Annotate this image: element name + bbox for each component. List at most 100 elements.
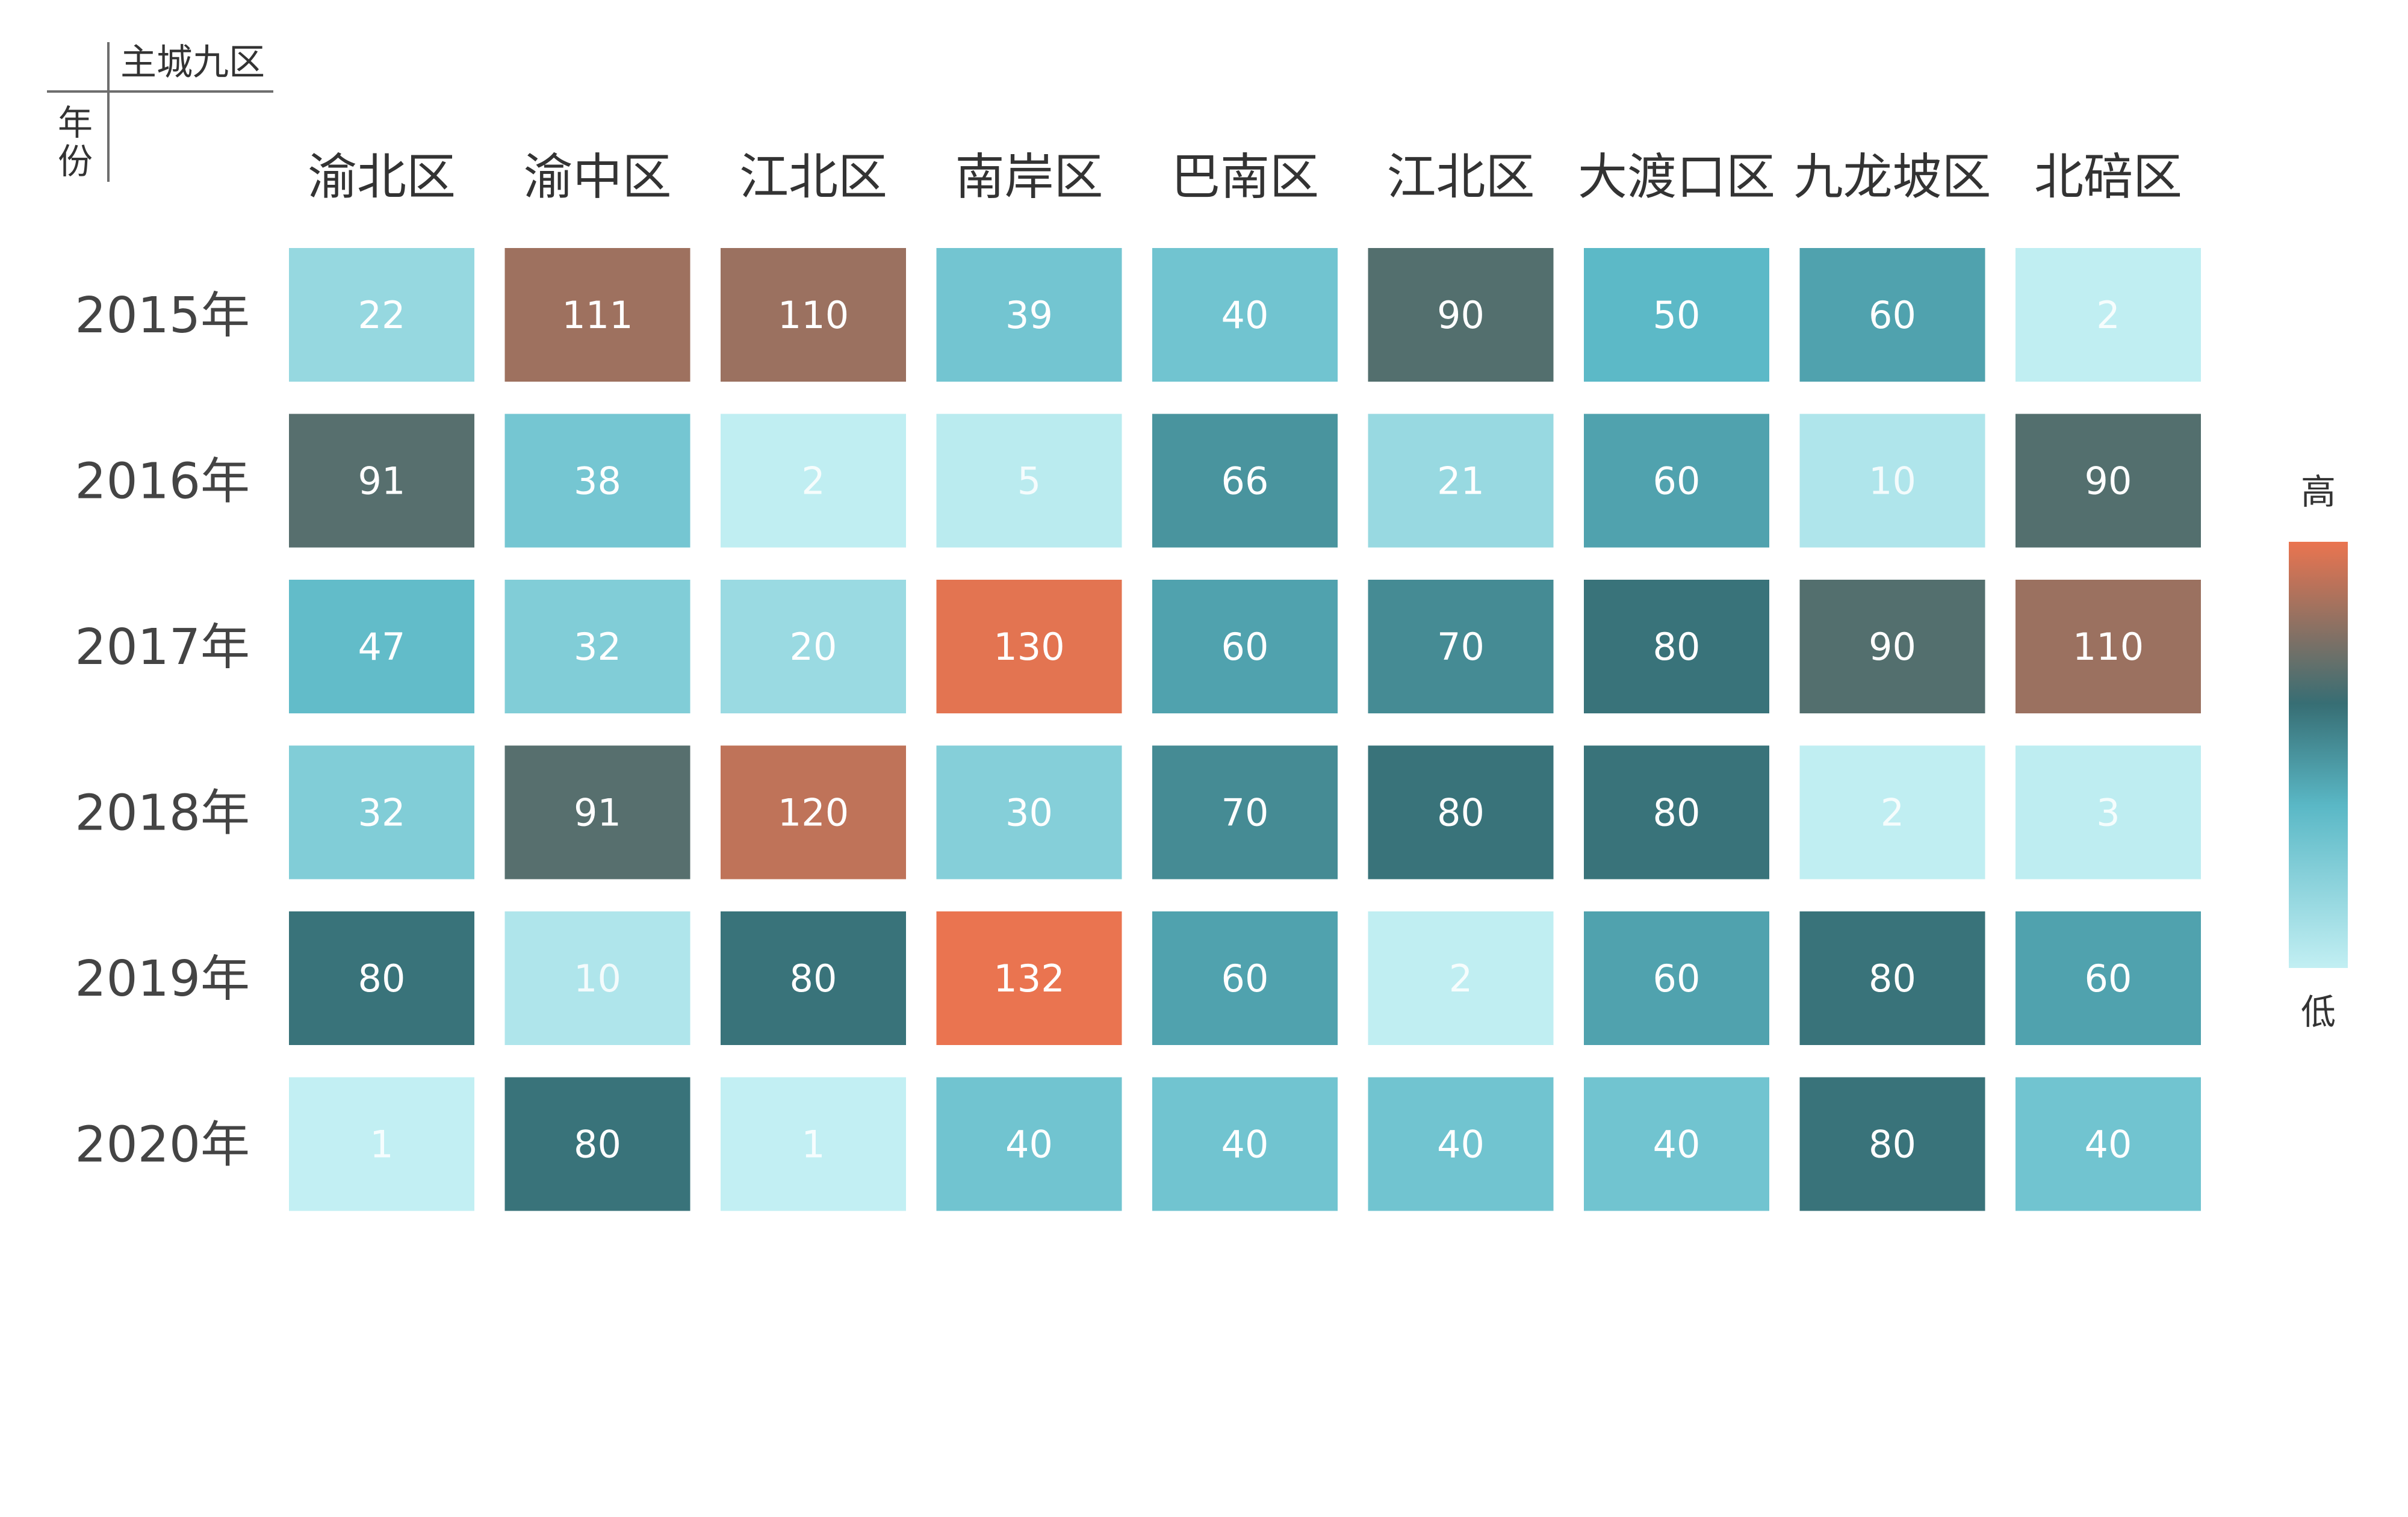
- cell-value-label: 1: [801, 1123, 825, 1167]
- cell-value-label: 60: [1653, 957, 1701, 1000]
- cell-value-label: 10: [1869, 459, 1916, 503]
- column-label: 江北区: [739, 149, 887, 206]
- column-label: 巴南区: [1171, 149, 1319, 206]
- heatmap-plot: 渝北区 渝中区 江北区 南岸区 巴南区 江北区 大渡口区 九龙坡区 北碚区2015年2016年2…: [75, 149, 2201, 1211]
- cell-value-label: 80: [1869, 1123, 1916, 1167]
- heatmap-cell: [289, 414, 474, 548]
- heatmap-cell: [1368, 745, 1554, 879]
- cell-value-label: 10: [574, 957, 621, 1000]
- cell-value-label: 80: [574, 1123, 621, 1167]
- cell-value-label: 2: [2096, 293, 2120, 337]
- row-label: 2017年: [75, 619, 250, 676]
- heatmap-cell: [1799, 414, 1985, 548]
- corner-horizontal-line: [47, 90, 273, 93]
- heatmap-cell: [1584, 414, 1769, 548]
- heatmap-cell: [721, 1077, 906, 1211]
- heatmap-cell: [1584, 911, 1769, 1045]
- row-header-label: 年份: [57, 102, 93, 182]
- heatmap-cell: [1152, 911, 1338, 1045]
- cell-value-label: 90: [1869, 625, 1916, 669]
- cell-value-label: 80: [1653, 625, 1701, 669]
- cell-value-label: 40: [1221, 1123, 1269, 1167]
- cell-value-label: 60: [1221, 625, 1269, 669]
- column-label: 大渡口区: [1578, 149, 1775, 206]
- heatmap-cell: [1368, 414, 1554, 548]
- heatmap-cell: [504, 580, 690, 713]
- heatmap-cell: [289, 911, 474, 1045]
- column-label: 北碚区: [2034, 149, 2182, 206]
- cell-value-label: 32: [358, 791, 406, 835]
- cell-value-label: 39: [1005, 293, 1053, 337]
- cell-value-label: 2: [1881, 791, 1904, 835]
- heatmap-cell: [721, 745, 906, 879]
- heatmap-cell: [504, 1077, 690, 1211]
- cell-value-label: 22: [358, 293, 406, 337]
- heatmap-cell: [289, 248, 474, 382]
- cell-value-label: 21: [1437, 459, 1485, 503]
- cell-value-label: 80: [790, 957, 837, 1000]
- cell-value-label: 111: [562, 293, 633, 337]
- cell-value-label: 40: [1005, 1123, 1053, 1167]
- heatmap-cell: [1152, 248, 1338, 382]
- column-header-label: 主城九区: [120, 42, 265, 84]
- heatmap-cell: [289, 580, 474, 713]
- heatmap-cell: [2015, 1077, 2201, 1211]
- cell-value-label: 110: [2073, 625, 2144, 669]
- heatmap-cell: [721, 248, 906, 382]
- cell-value-label: 38: [574, 459, 621, 503]
- cell-value-label: 80: [358, 957, 406, 1000]
- cell-value-label: 40: [1221, 293, 1269, 337]
- heatmap-cell: [1584, 745, 1769, 879]
- cell-value-label: 60: [2085, 957, 2132, 1000]
- heatmap-cell: [289, 745, 474, 879]
- column-label: 渝中区: [523, 149, 671, 206]
- cell-value-label: 40: [2085, 1123, 2132, 1167]
- cell-value-label: 32: [574, 625, 621, 669]
- cell-value-label: 80: [1653, 791, 1701, 835]
- heatmap-cell: [1584, 580, 1769, 713]
- column-label: 九龙坡区: [1793, 149, 1991, 206]
- cell-value-label: 2: [1449, 957, 1472, 1000]
- heatmap-cell: [504, 414, 690, 548]
- cell-value-label: 91: [358, 459, 406, 503]
- row-label: 2018年: [75, 785, 250, 842]
- cell-value-label: 132: [993, 957, 1064, 1000]
- cell-value-label: 60: [1653, 459, 1701, 503]
- heatmap-cell: [936, 414, 1122, 548]
- row-label: 2016年: [75, 453, 250, 510]
- heatmap-cell: [936, 1077, 1122, 1211]
- heatmap-cell: [2015, 580, 2201, 713]
- column-label: 南岸区: [955, 149, 1103, 206]
- cell-value-label: 70: [1437, 625, 1485, 669]
- cell-value-label: 66: [1221, 459, 1269, 503]
- cell-value-label: 80: [1437, 791, 1485, 835]
- cell-value-label: 120: [778, 791, 849, 835]
- row-label: 2019年: [75, 951, 250, 1008]
- column-label: 江北区: [1386, 149, 1534, 206]
- heatmap-cell: [2015, 745, 2201, 879]
- cell-value-label: 60: [1869, 293, 1916, 337]
- legend-color-bar: [2289, 542, 2348, 968]
- cell-value-label: 90: [1437, 293, 1485, 337]
- heatmap-cell: [504, 745, 690, 879]
- heatmap-cell: [1799, 911, 1985, 1045]
- cell-value-label: 70: [1221, 791, 1269, 835]
- cell-value-label: 1: [370, 1123, 393, 1167]
- heatmap-cell: [1368, 580, 1554, 713]
- cell-value-label: 60: [1221, 957, 1269, 1000]
- row-label: 2015年: [75, 287, 250, 344]
- row-label: 2020年: [75, 1117, 250, 1174]
- heatmap-cell: [1152, 580, 1338, 713]
- heatmap-cell: [1152, 745, 1338, 879]
- heatmap-cell: [504, 248, 690, 382]
- heatmap-cell: [936, 745, 1122, 879]
- heatmap-cell: [721, 414, 906, 548]
- cell-value-label: 20: [790, 625, 837, 669]
- cell-value-label: 110: [778, 293, 849, 337]
- heatmap-cell: [1368, 248, 1554, 382]
- legend-high-label: 高: [2301, 471, 2336, 512]
- cell-value-label: 80: [1869, 957, 1916, 1000]
- cell-value-label: 3: [2096, 791, 2120, 835]
- heatmap-cell: [1152, 414, 1338, 548]
- heatmap-cell: [289, 1077, 474, 1211]
